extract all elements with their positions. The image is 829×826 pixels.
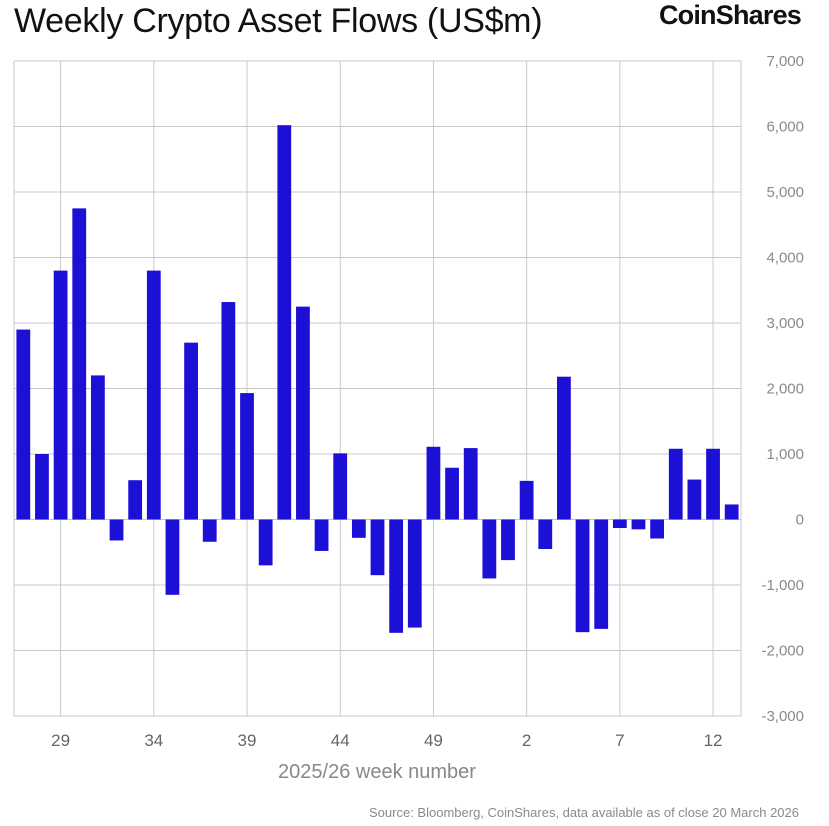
bar	[575, 519, 590, 633]
bar	[426, 446, 441, 520]
y-tick-label: -2,000	[761, 643, 804, 660]
x-axis-title: 2025/26 week number	[278, 761, 476, 783]
bar	[557, 376, 571, 520]
x-tick-label: 2	[522, 731, 531, 750]
bar	[314, 519, 329, 551]
bar	[240, 393, 254, 520]
bar	[53, 270, 68, 520]
bar	[370, 519, 385, 576]
bar	[221, 302, 236, 520]
x-tick-label: 44	[331, 731, 350, 750]
bar	[538, 519, 553, 549]
x-tick-label: 49	[424, 731, 443, 750]
bar	[184, 342, 198, 520]
bar	[277, 125, 292, 520]
bar	[463, 448, 478, 520]
bar	[351, 519, 366, 538]
y-tick-label: 5,000	[766, 184, 804, 201]
x-tick-label: 12	[704, 731, 723, 750]
coinshares-logo: CoinShares	[658, 0, 802, 30]
bar	[407, 519, 422, 628]
y-tick-label: -3,000	[761, 708, 804, 725]
bar	[501, 519, 515, 561]
y-tick-label: 1,000	[766, 446, 804, 463]
bar	[389, 519, 404, 633]
y-tick-label: 2,000	[766, 381, 804, 398]
bar	[519, 480, 534, 520]
bar	[146, 270, 161, 520]
x-tick-label: 29	[51, 731, 70, 750]
bar	[165, 519, 180, 595]
bar	[594, 519, 609, 629]
bar	[16, 329, 31, 520]
y-tick-label: 6,000	[766, 119, 804, 136]
x-tick-label: 7	[615, 731, 624, 750]
bar	[296, 306, 310, 520]
chart-title: Weekly Crypto Asset Flows (US$m)	[14, 2, 543, 40]
bar	[706, 448, 720, 520]
bar	[90, 375, 105, 520]
bar	[109, 519, 124, 541]
source-note: Source: Bloomberg, CoinShares, data avai…	[369, 805, 799, 820]
bar	[631, 519, 646, 530]
y-tick-label: -1,000	[761, 577, 804, 594]
bar	[650, 519, 665, 539]
x-tick-label: 39	[238, 731, 257, 750]
bar	[687, 479, 702, 520]
bar	[668, 448, 683, 520]
y-tick-label: 0	[796, 512, 804, 529]
y-tick-label: 3,000	[766, 315, 804, 332]
bar	[35, 454, 49, 520]
bar	[202, 519, 217, 542]
bar	[724, 504, 739, 520]
y-tick-label: 4,000	[766, 250, 804, 267]
bar	[445, 467, 459, 520]
y-tick-label: 7,000	[766, 53, 804, 70]
x-tick-label: 34	[144, 731, 163, 750]
bar	[258, 519, 273, 566]
bar	[72, 208, 87, 520]
bar	[612, 519, 627, 529]
bar	[333, 453, 348, 520]
bar	[128, 480, 143, 520]
bar	[482, 519, 497, 579]
